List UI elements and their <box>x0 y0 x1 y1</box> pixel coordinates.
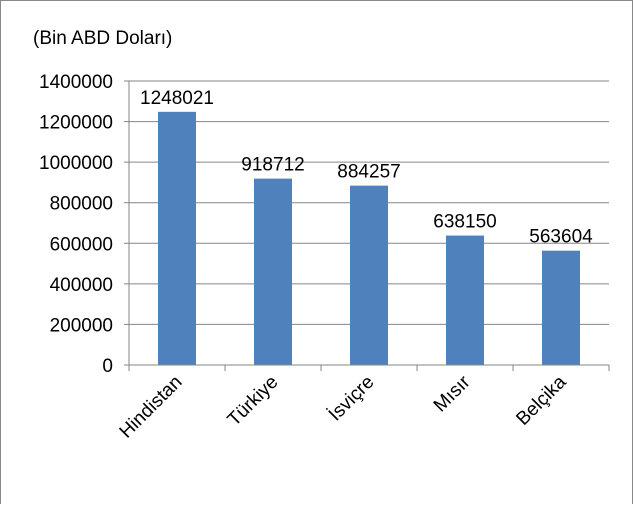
y-tick-label: 600000 <box>50 234 113 255</box>
unit-label: (Bin ABD Doları) <box>33 28 172 49</box>
y-tick-label: 800000 <box>50 194 113 215</box>
y-tick-label: 200000 <box>50 315 113 336</box>
x-tick-label: Belçika <box>512 371 570 429</box>
y-tick-label: 1000000 <box>39 153 113 174</box>
data-label: 918712 <box>241 155 304 176</box>
y-tick-label: 1200000 <box>39 113 113 134</box>
x-tick-label: Hindistan <box>116 372 187 443</box>
data-label: 638150 <box>433 212 496 233</box>
y-tick-label: 0 <box>102 356 113 377</box>
bar <box>254 178 292 365</box>
y-tick-label: 400000 <box>50 275 113 296</box>
bar <box>158 111 196 366</box>
data-label: 563604 <box>529 227 593 248</box>
bar <box>446 235 484 365</box>
bar <box>350 185 388 365</box>
data-label: 1248021 <box>140 88 214 109</box>
x-tick-label: Türkiye <box>224 372 283 431</box>
bar <box>542 250 580 365</box>
y-tick-label: 1400000 <box>39 72 113 93</box>
x-tick-label: İsviçre <box>325 372 379 426</box>
data-label: 884257 <box>337 162 400 183</box>
x-tick-label: Mısır <box>430 371 475 416</box>
